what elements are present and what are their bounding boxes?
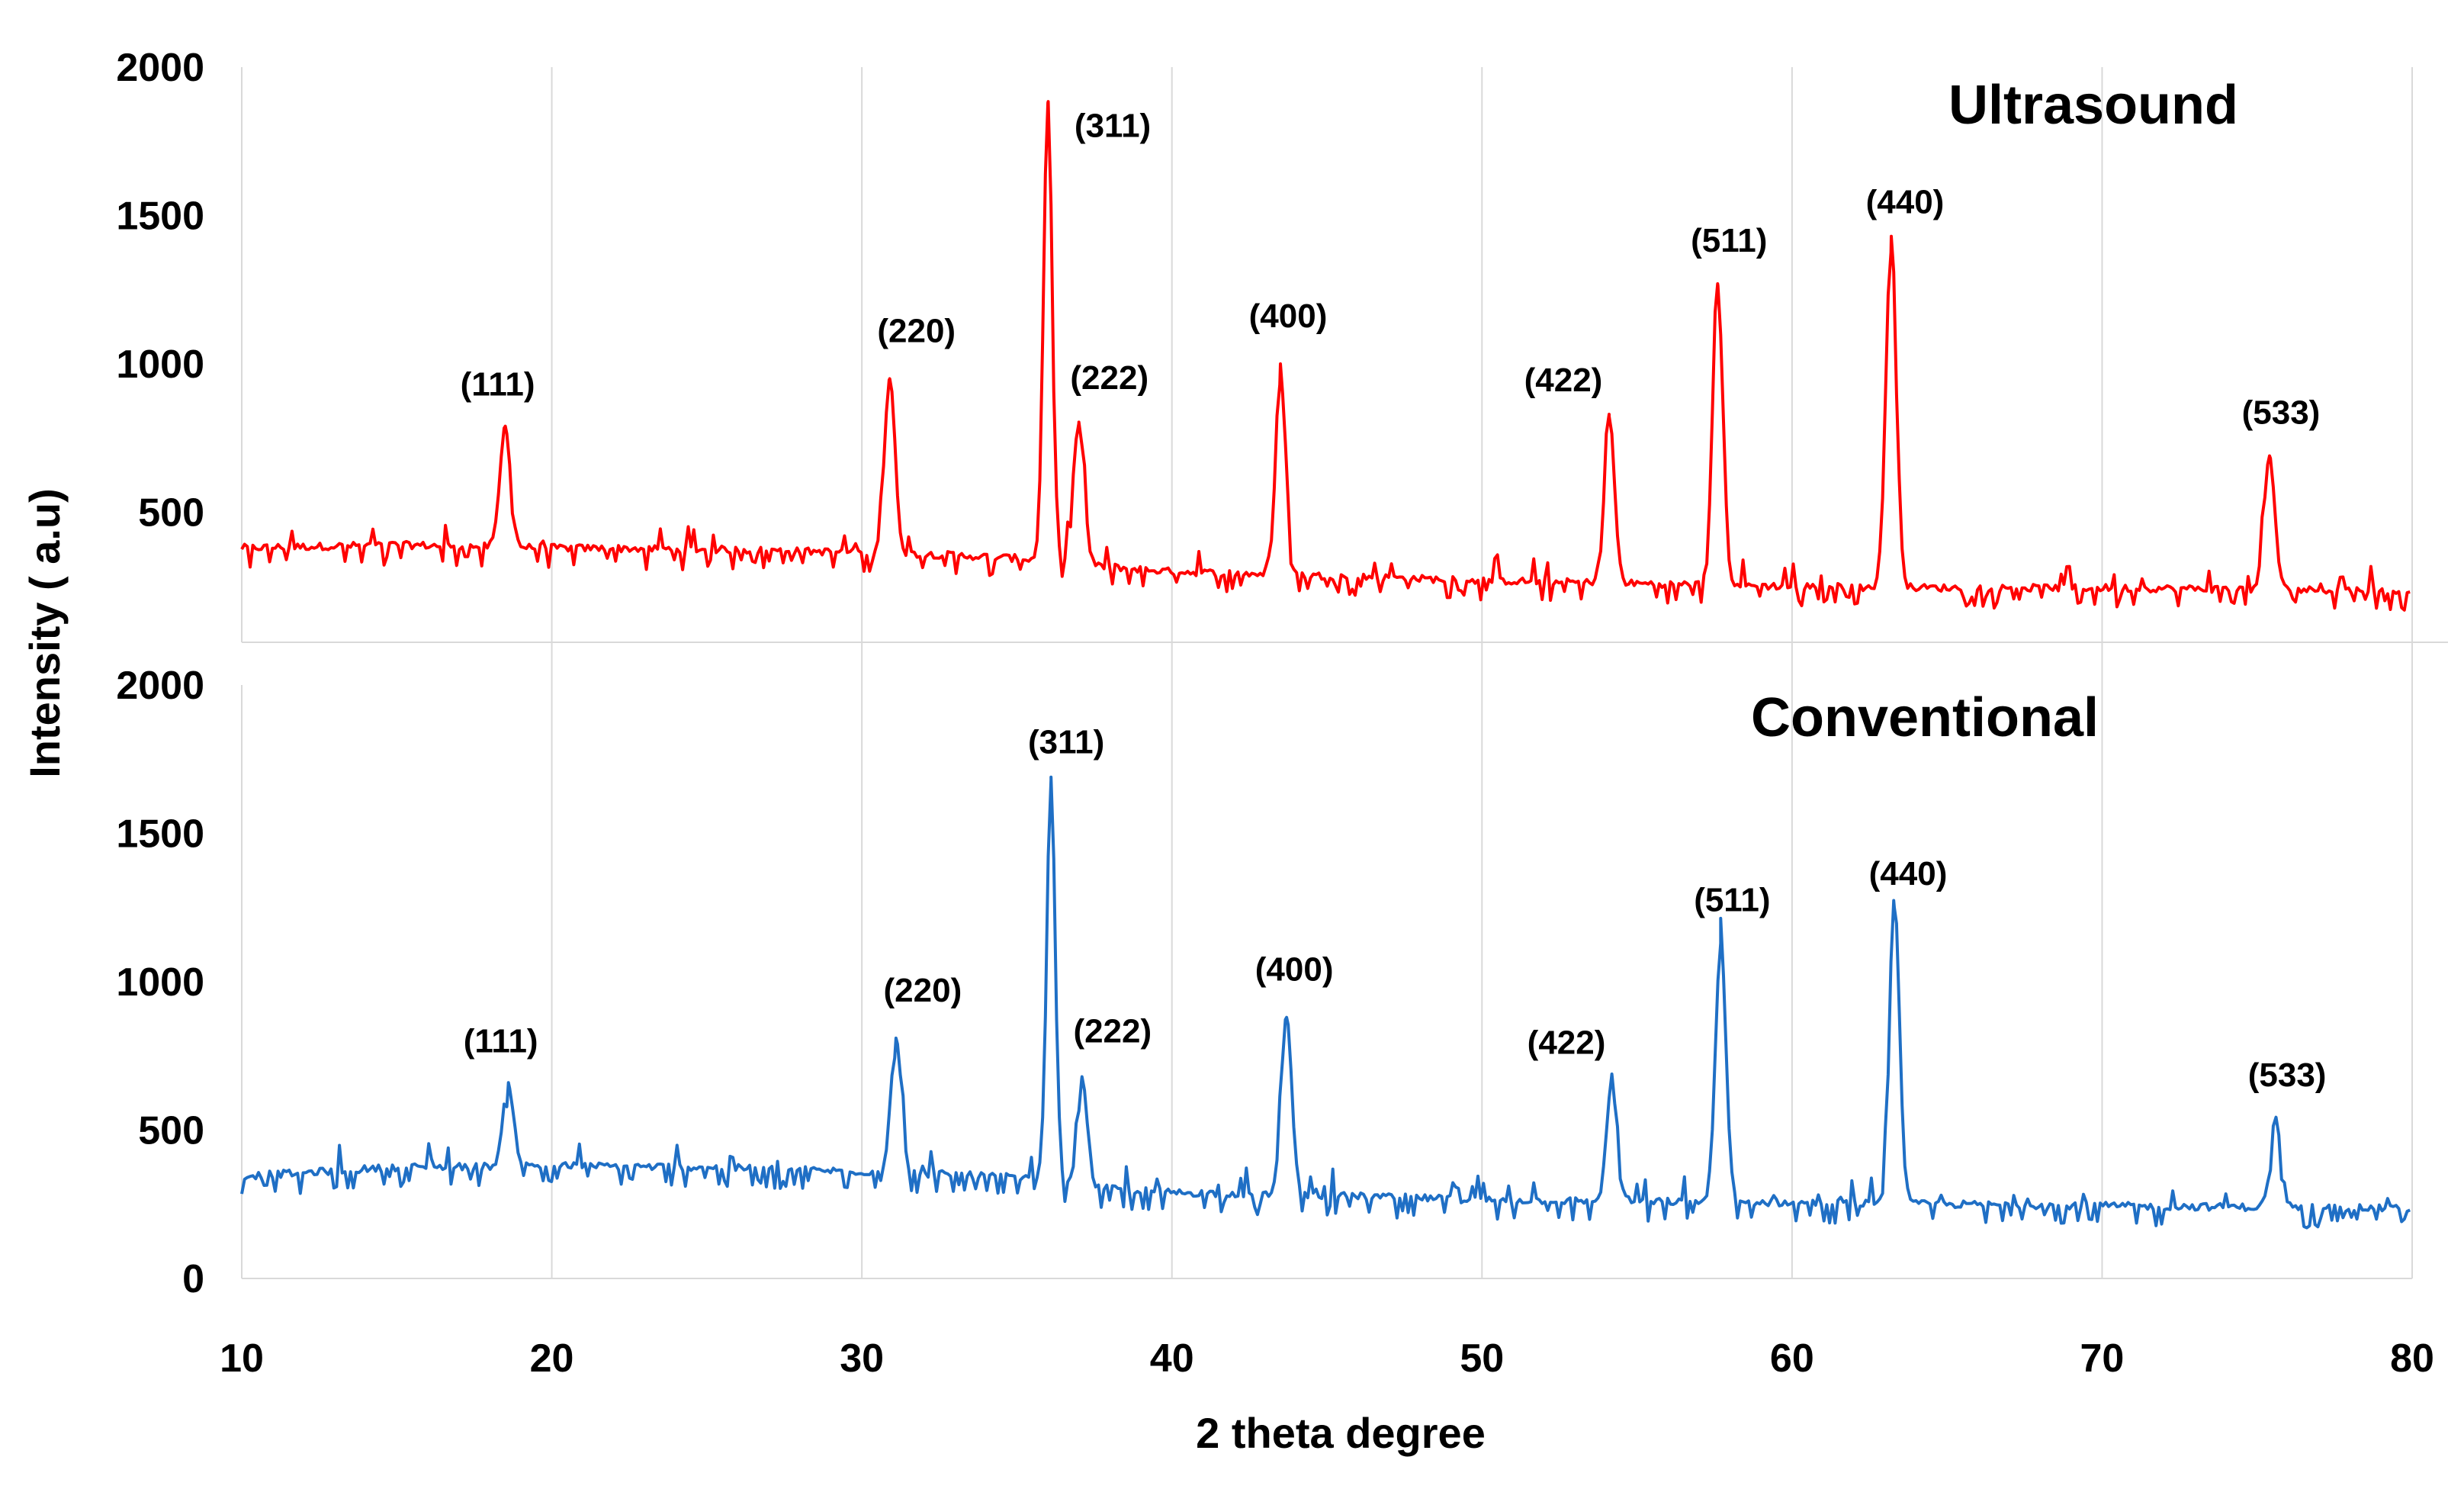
y-tick-label: 1000 (116, 960, 204, 1005)
y-tick-label: 1500 (116, 195, 204, 239)
peak-label: (400) (1255, 951, 1334, 989)
peak-label: (422) (1528, 1024, 1606, 1061)
peak-label: (222) (1070, 359, 1148, 397)
y-tick-label: 500 (138, 1109, 204, 1153)
peak-label: (220) (884, 972, 962, 1009)
series-line-ultrasound (240, 100, 2411, 612)
x-tick-label: 50 (1460, 1336, 1504, 1381)
y-tick-label: 1500 (116, 812, 204, 857)
panel-title-ultrasound: Ultrasound (1948, 75, 2238, 136)
y-tick-label: 1000 (116, 343, 204, 387)
y-tick-label: 2000 (116, 664, 204, 708)
peak-label: (220) (877, 312, 956, 349)
peak-label: (422) (1524, 362, 1603, 399)
peak-label: (111) (461, 366, 535, 404)
y-axis-title: Intensity ( a.u) (21, 488, 69, 778)
x-tick-label: 70 (2080, 1336, 2125, 1381)
grid-layer (241, 67, 2448, 1279)
series-layer (240, 100, 2411, 1230)
y-tick-label: 2000 (116, 46, 204, 90)
label-layer: 10 20 30 40 50 60 70 80 500 1000 1500 2000 (111) (220… (116, 46, 2434, 1381)
series-line-conventional (240, 775, 2411, 1230)
peak-label: (311) (1028, 723, 1104, 761)
peak-label: (511) (1691, 222, 1767, 259)
x-tick-label: 30 (840, 1336, 884, 1381)
peak-label: (533) (2248, 1056, 2327, 1094)
x-tick-label: 60 (1770, 1336, 1814, 1381)
peak-label: (311) (1075, 108, 1151, 145)
peak-label: (222) (1073, 1012, 1152, 1050)
peak-label: (400) (1249, 297, 1328, 335)
peak-label: (511) (1694, 881, 1770, 918)
peak-label: (440) (1866, 184, 1945, 221)
x-tick-label: 40 (1150, 1336, 1194, 1381)
peak-label: (533) (2242, 394, 2321, 432)
x-axis-title: 2 theta degree (1196, 1409, 1486, 1457)
panel-title-conventional: Conventional (1751, 687, 2099, 748)
y-tick-label: 500 (138, 491, 204, 535)
x-tick-label: 20 (530, 1336, 574, 1381)
peak-label: (111) (464, 1022, 538, 1060)
x-tick-label: 10 (220, 1336, 264, 1381)
peak-label: (440) (1869, 855, 1948, 892)
y-tick-label: 0 (182, 1257, 204, 1301)
x-tick-label: 80 (2390, 1336, 2434, 1381)
